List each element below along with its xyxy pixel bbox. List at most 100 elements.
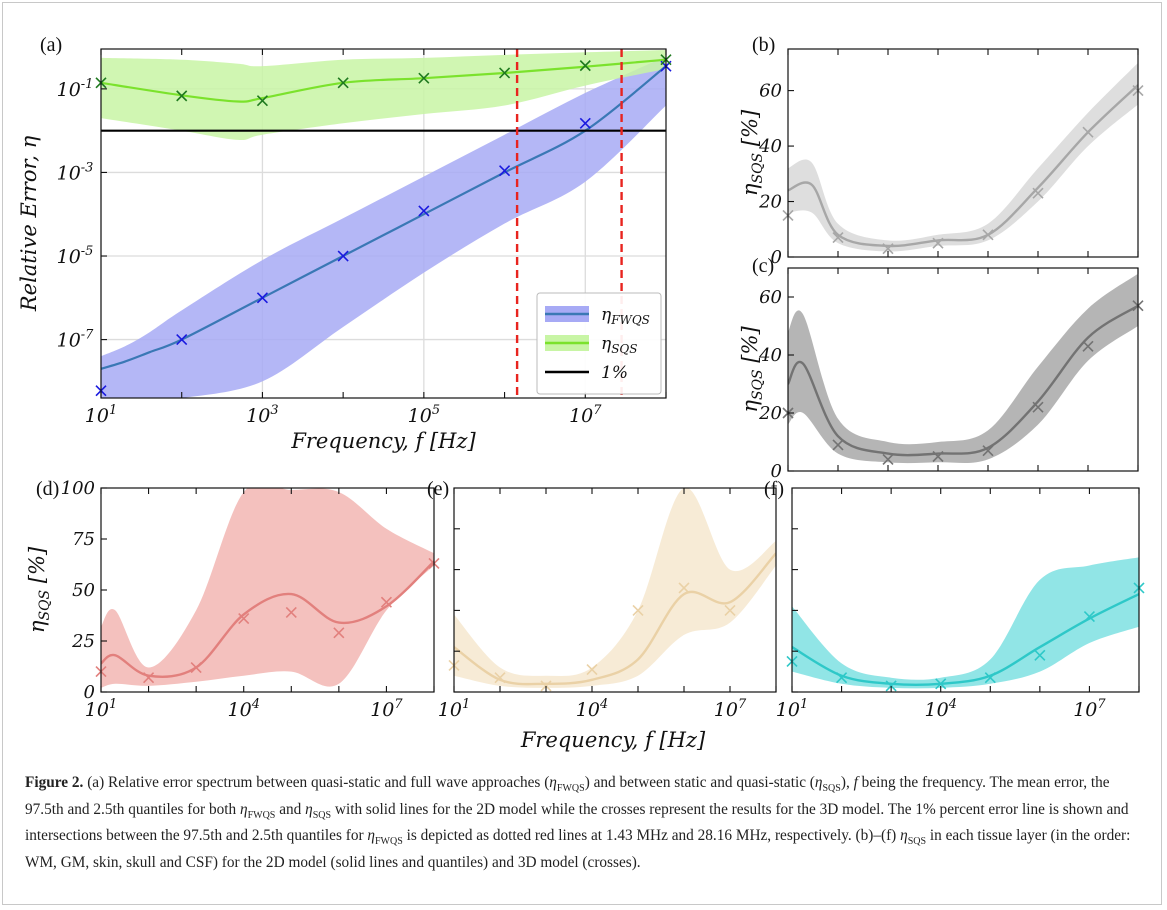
cross-f-6 bbox=[1083, 610, 1095, 623]
ytick-label-d-2: 50 bbox=[72, 580, 95, 601]
mean-line-c bbox=[788, 304, 1138, 457]
ytick-label-d-0: 0 bbox=[84, 682, 95, 703]
cross-d-2 bbox=[190, 661, 202, 674]
cross-a-1-1 bbox=[176, 90, 188, 102]
cross-d-5 bbox=[333, 627, 345, 639]
cross-e-6 bbox=[724, 604, 736, 616]
cross-d-4 bbox=[285, 606, 297, 619]
mean-line-b bbox=[788, 84, 1138, 248]
xtick-label-e-0: 101 bbox=[438, 697, 470, 721]
ytick-label-b-0: 0 bbox=[771, 247, 782, 268]
ylabel-c: ηSQS [%] bbox=[738, 326, 766, 413]
cross-c-4 bbox=[982, 445, 994, 457]
cross-f-3 bbox=[935, 678, 947, 690]
shared-xlabel: Frequency, f [Hz] bbox=[520, 728, 706, 752]
xtick-label-a-3: 107 bbox=[569, 403, 602, 427]
band-e bbox=[454, 488, 776, 688]
ytick-label-a-1: 10-5 bbox=[57, 244, 94, 268]
cross-d-6 bbox=[380, 596, 392, 608]
band-d bbox=[101, 488, 434, 688]
panel-a: 101 103 105 107 10-7 10-5 10-3 10-1 Relative Err… bbox=[17, 48, 672, 453]
cross-f-2 bbox=[885, 680, 897, 692]
xtick-label-e-1: 104 bbox=[576, 697, 608, 721]
xtick-label-f-0: 101 bbox=[776, 697, 808, 721]
mean-line-e bbox=[454, 552, 776, 686]
mean-line-d bbox=[101, 560, 434, 678]
ytick-label-d-3: 75 bbox=[72, 529, 95, 550]
cross-b-4 bbox=[982, 229, 994, 241]
band-b bbox=[788, 62, 1138, 252]
cross-a-1-5 bbox=[499, 67, 511, 79]
cross-a-0-4 bbox=[418, 205, 430, 217]
xtick-label-d-0: 101 bbox=[85, 697, 117, 721]
panel-label-0: (a) bbox=[40, 34, 62, 56]
cross-b-5 bbox=[1032, 187, 1044, 199]
legend-label-1: ηSQS bbox=[601, 334, 637, 356]
ytick-label-b-2: 40 bbox=[758, 136, 782, 157]
xtick-label-a-2: 105 bbox=[408, 403, 440, 427]
panel-b: 0 20 40 60 ηSQS [%] bbox=[738, 48, 1144, 268]
cross-e-4 bbox=[632, 604, 644, 616]
cross-d-3 bbox=[238, 612, 250, 625]
ytick-label-d-4: 100 bbox=[61, 478, 95, 499]
ytick-label-a-0: 10-7 bbox=[57, 328, 95, 352]
cross-a-1-4 bbox=[418, 72, 430, 84]
caption-label: Figure 2. bbox=[25, 774, 88, 791]
axes-frame-f bbox=[791, 487, 1140, 693]
band-c bbox=[788, 273, 1138, 464]
panel-d: 101 104 107 0 25 50 75 100 ηSQS [%] bbox=[25, 478, 440, 721]
band-a-0 bbox=[101, 56, 666, 398]
ytick-label-a-2: 10-3 bbox=[57, 160, 94, 184]
ytick-label-d-1: 25 bbox=[71, 631, 95, 652]
mean-line-a-0 bbox=[101, 65, 666, 370]
panel-label-5: (f) bbox=[764, 478, 784, 500]
panel-label-1: (b) bbox=[752, 34, 775, 56]
cross-e-3 bbox=[586, 663, 598, 676]
ytick-label-c-3: 60 bbox=[759, 287, 782, 308]
panel-e: 101 104 107 bbox=[438, 487, 777, 721]
cross-b-3 bbox=[932, 237, 944, 249]
cross-c-6 bbox=[1082, 340, 1094, 352]
cross-e-5 bbox=[678, 582, 690, 594]
ytick-label-b-1: 20 bbox=[758, 192, 782, 213]
cross-b-1 bbox=[832, 232, 844, 244]
ytick-label-c-1: 20 bbox=[758, 403, 782, 424]
xtick-label-e-2: 107 bbox=[714, 697, 747, 721]
xlabel-a: Frequency, f [Hz] bbox=[290, 429, 476, 453]
panel-labels: (a) (b) (c) (d) (e) (f) Frequency, f [Hz] bbox=[36, 34, 784, 752]
cross-c-1 bbox=[832, 439, 844, 451]
xtick-label-a-1: 103 bbox=[246, 403, 278, 427]
axes-frame-c bbox=[787, 267, 1139, 472]
ylabel-d: ηSQS [%] bbox=[25, 546, 53, 633]
axes-frame-e bbox=[453, 487, 777, 693]
xtick-label-d-1: 104 bbox=[228, 697, 260, 721]
panel-label-4: (e) bbox=[427, 478, 449, 500]
cross-f-4 bbox=[984, 672, 996, 684]
ytick-label-c-0: 0 bbox=[771, 461, 782, 482]
cross-b-2 bbox=[882, 243, 894, 255]
panel-label-2: (c) bbox=[752, 255, 774, 277]
axes-frame-b bbox=[787, 48, 1139, 258]
axes-frame-a bbox=[100, 48, 667, 399]
caption-text: (a) Relative error spectrum between quas… bbox=[25, 774, 1131, 871]
cross-a-1-2 bbox=[256, 95, 268, 107]
panel-c: 0 20 40 60 ηSQS [%] bbox=[738, 267, 1144, 482]
ytick-label-c-2: 40 bbox=[758, 345, 782, 366]
panel-f: 101 104 107 bbox=[776, 487, 1145, 721]
legend-label-0: ηFWQS bbox=[601, 305, 650, 327]
cross-a-1-3 bbox=[337, 77, 349, 89]
cross-c-2 bbox=[882, 453, 894, 465]
cross-c-5 bbox=[1032, 401, 1044, 413]
figure-caption: Figure 2. (a) Relative error spectrum be… bbox=[25, 773, 1145, 874]
legend-label-2: 1% bbox=[601, 363, 628, 383]
xtick-label-d-2: 107 bbox=[370, 697, 403, 721]
cross-a-1-6 bbox=[579, 60, 591, 72]
cross-e-1 bbox=[494, 672, 506, 684]
cross-f-1 bbox=[836, 672, 848, 684]
cross-a-0-5 bbox=[499, 165, 511, 177]
ytick-label-b-3: 60 bbox=[759, 81, 782, 102]
band-f bbox=[792, 557, 1139, 689]
xtick-label-a-0: 101 bbox=[85, 403, 117, 427]
panel-label-3: (d) bbox=[36, 478, 59, 500]
